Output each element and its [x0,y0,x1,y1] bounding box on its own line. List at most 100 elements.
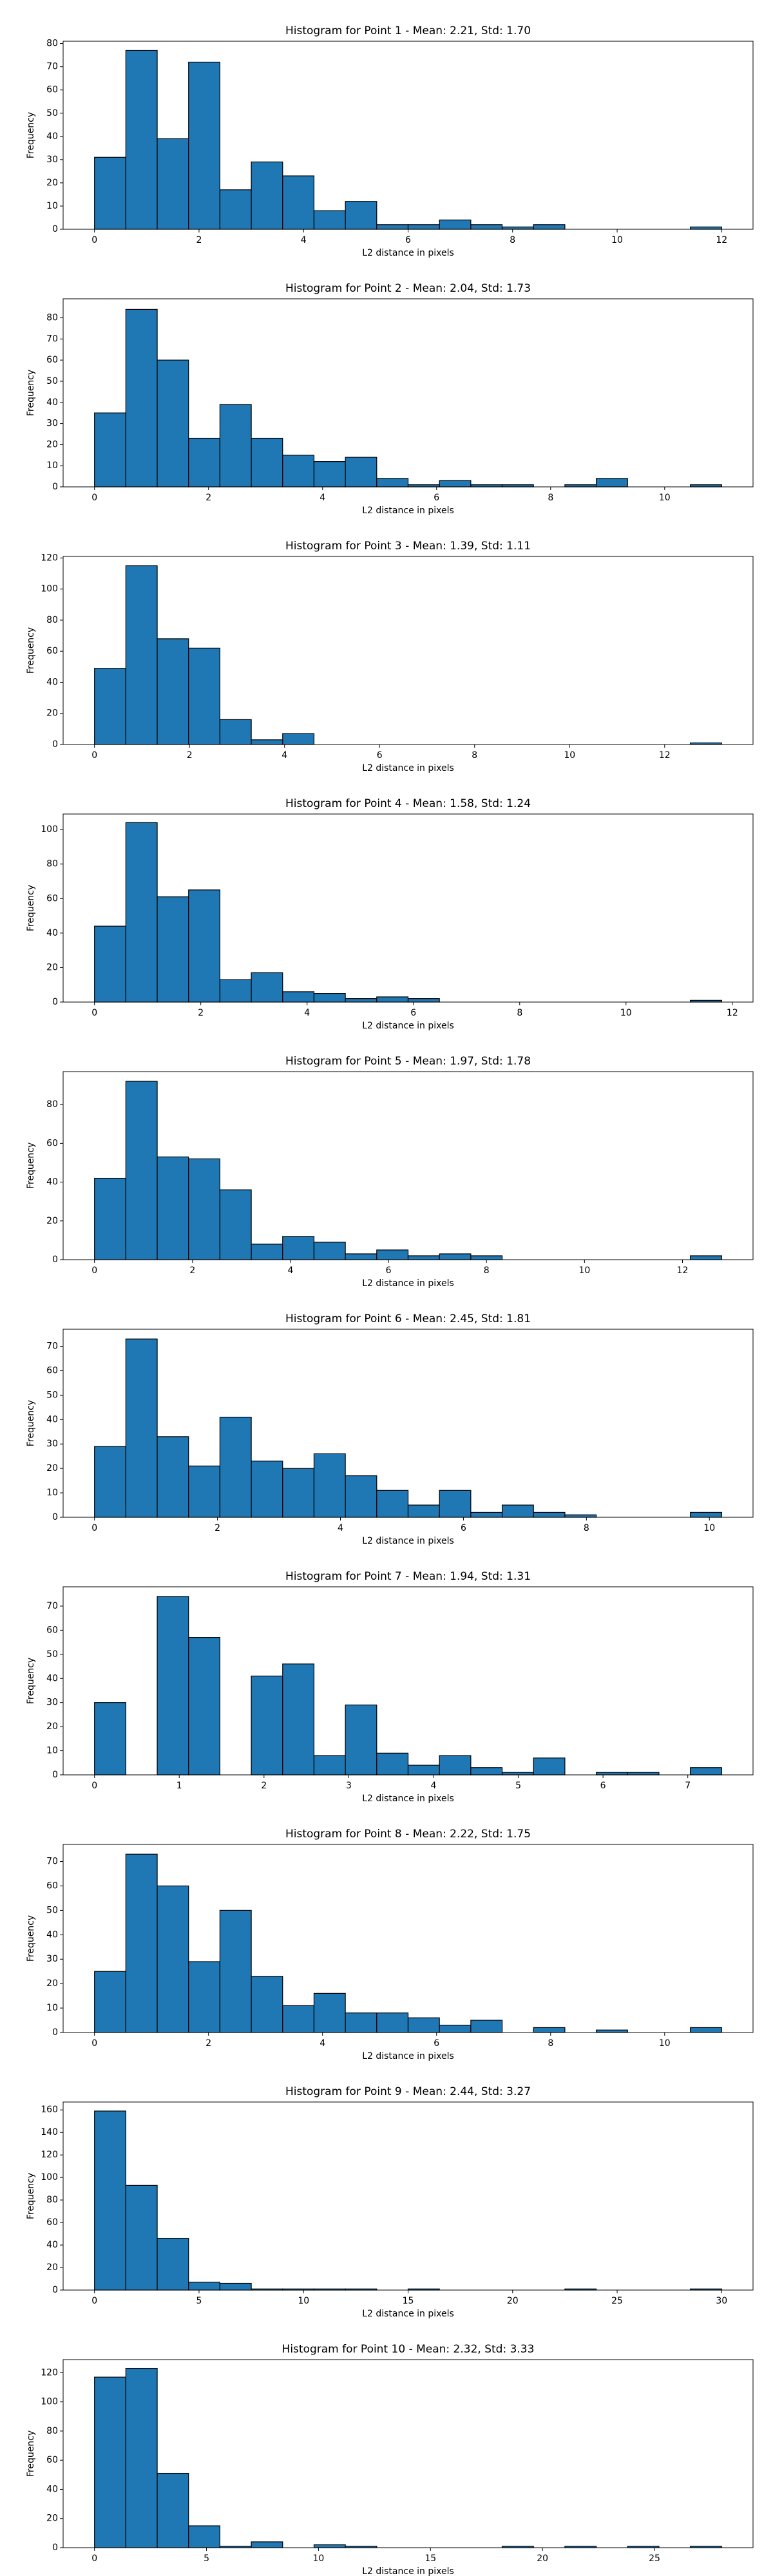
histogram-bar [470,1255,503,1260]
x-tick-label: 3 [346,1781,352,1791]
axes-frame [62,1329,754,1518]
y-axis-label: Frequency [26,1658,36,1704]
x-tick-label: 4 [338,1523,343,1533]
histogram-bar [313,210,346,230]
x-tick-label: 0 [91,1781,97,1791]
x-tick-label: 30 [716,2296,727,2306]
histogram-bar [439,1755,472,1776]
histogram-bar [595,478,628,488]
histogram-bar [188,1158,221,1260]
chart: Histogram for Point 1 - Mean: 2.21, Std:… [26,24,754,258]
y-tick-label: 30 [46,155,58,165]
y-axis-label: Frequency [26,112,36,158]
histogram-bar [188,2282,221,2291]
histogram-bar [157,2237,189,2291]
y-tick-label: 100 [41,2172,58,2183]
histogram-bar [188,1961,221,2033]
histogram-bar [188,61,221,230]
histogram-bar [470,224,503,230]
chart: Histogram for Point 3 - Mean: 1.39, Std:… [26,540,754,773]
x-tick-label: 0 [91,2038,97,2049]
x-tick-label: 6 [600,1781,606,1791]
histogram-bar [407,2017,440,2033]
histogram-bar [690,226,722,230]
y-tick-label: 20 [46,1216,58,1226]
y-tick-label: 0 [52,2027,58,2038]
histogram-bar [157,638,189,745]
histogram-bar [564,1514,597,1518]
histogram-bar [282,991,315,1003]
x-tick-label: 6 [405,235,411,245]
y-axis-label: Frequency [26,1400,36,1446]
histogram-bar [188,1637,221,1776]
histogram-bar [345,1704,377,1776]
histogram-bar [157,1596,189,1776]
axes-frame [62,1844,754,2033]
histogram-bar [376,224,409,230]
y-tick-label: 60 [46,2217,58,2228]
y-tick-label: 40 [46,131,58,142]
y-axis-label: Frequency [26,1142,36,1189]
y-tick-label: 160 [41,2105,58,2115]
y-tick-label: 20 [46,1978,58,1989]
x-tick-label: 6 [410,1008,416,1018]
axes-frame [62,2359,754,2548]
x-tick-label: 2 [189,1265,195,1276]
chart: Histogram for Point 8 - Mean: 2.22, Std:… [26,1828,754,2061]
histogram-bar [376,1752,409,1776]
y-axis-label: Frequency [26,1915,36,1962]
chart: Histogram for Point 5 - Mean: 1.97, Std:… [26,1055,754,1289]
histogram-bar [470,2020,503,2033]
x-tick-label: 4 [282,750,287,761]
histogram-bar [251,1976,283,2033]
chart-title: Histogram for Point 4 - Mean: 1.58, Std:… [285,797,531,810]
chart-title: Histogram for Point 1 - Mean: 2.21, Std:… [285,24,531,37]
histogram-bar [125,50,158,230]
histogram-bar [345,998,377,1003]
y-tick-label: 0 [52,1255,58,1265]
histogram-bar [251,1675,283,1776]
y-tick-label: 80 [46,1099,58,1110]
x-tick-label: 4 [320,493,325,503]
histogram-bar [94,1971,126,2033]
histogram-bar [533,224,566,230]
histogram-bar [157,1885,189,2033]
x-tick-label: 25 [649,2553,660,2564]
histogram-bar [219,979,252,1003]
y-tick-label: 60 [46,1365,58,1376]
y-tick-label: 0 [52,2543,58,2553]
histogram-bar [439,480,472,488]
y-tick-label: 10 [46,460,58,471]
x-tick-label: 4 [431,1781,437,1791]
x-tick-label: 10 [611,235,623,245]
histogram-bar [219,1416,252,1518]
histogram-bar [439,219,472,230]
y-tick-label: 50 [46,108,58,118]
y-axis-label: Frequency [26,2173,36,2219]
y-tick-label: 60 [46,85,58,95]
histogram-bar [313,993,346,1003]
x-tick-label: 0 [91,750,97,761]
histogram-bar [407,1765,440,1776]
histogram-bar [345,1253,377,1260]
x-tick-label: 1 [177,1781,182,1791]
x-tick-label: 10 [298,2296,309,2306]
histogram-bar [313,461,346,488]
y-tick-label: 0 [52,2285,58,2295]
x-tick-label: 20 [537,2553,548,2564]
x-tick-label: 2 [215,1523,220,1533]
chart-title: Histogram for Point 5 - Mean: 1.97, Std:… [285,1055,531,1068]
x-tick-label: 4 [301,235,307,245]
x-tick-label: 4 [304,1008,310,1018]
histogram-bar [282,1663,315,1776]
histogram-bar [219,189,252,230]
y-tick-label: 60 [46,355,58,365]
histogram-bar [125,565,158,745]
x-tick-label: 12 [677,1265,689,1276]
y-tick-label: 120 [41,553,58,563]
y-tick-label: 20 [46,178,58,188]
x-tick-label: 6 [434,2038,439,2049]
axes-frame [62,1071,754,1260]
